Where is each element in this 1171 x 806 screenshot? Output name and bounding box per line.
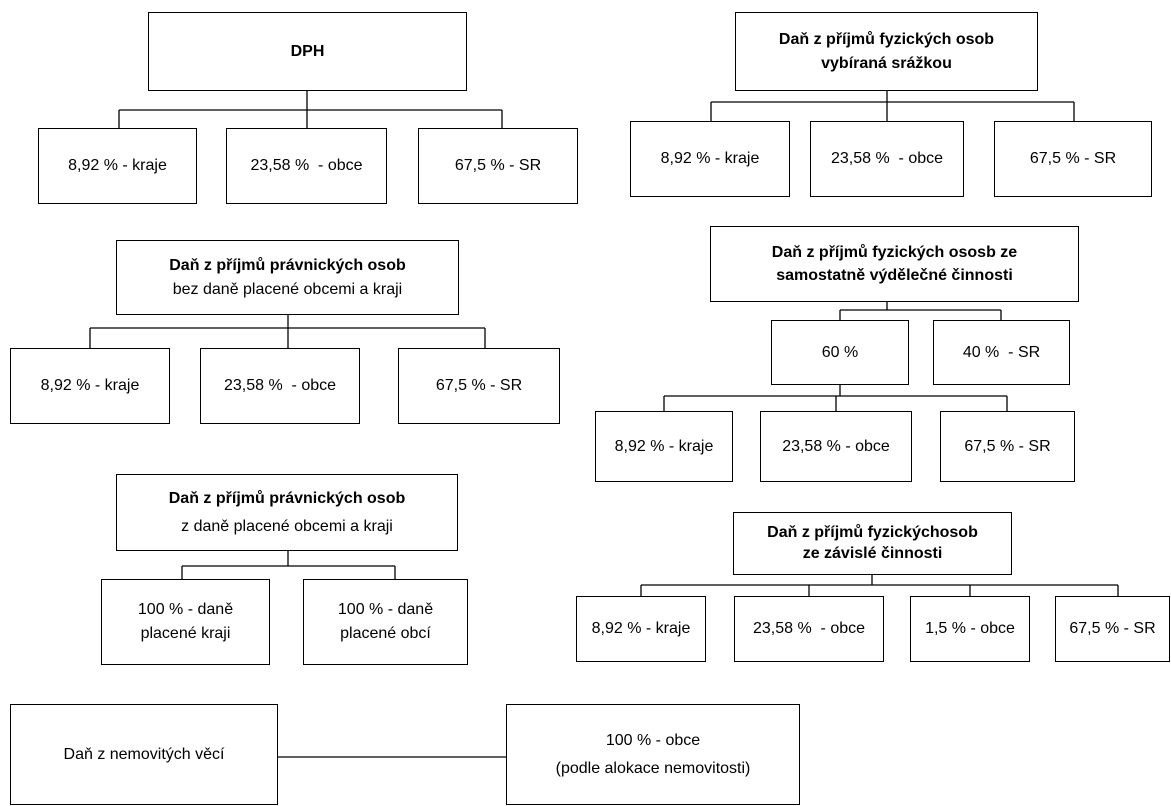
- label: Daň z příjmů právnických osob: [169, 257, 406, 275]
- node: 67,5 % - SR: [1055, 596, 1170, 662]
- node: 67,5 % - SR: [994, 121, 1152, 197]
- label: Daň z příjmů fyzických ososb ze: [771, 243, 1018, 261]
- node: 100 % - daně placené kraji: [101, 579, 270, 665]
- node: 23,58 % - obce: [734, 596, 884, 662]
- label: 100 % - daně: [337, 601, 434, 618]
- tree-title: Daň z příjmů právnických osob z daně plac…: [116, 474, 458, 551]
- node: 67,5 % - SR: [940, 411, 1075, 482]
- label: placené kraji: [140, 625, 231, 642]
- node: 8,92 % - kraje: [595, 411, 733, 482]
- label: 100 % - daně: [137, 601, 234, 618]
- label: 67,5 % - SR: [1069, 620, 1156, 638]
- label: 1,5 % - obce: [925, 620, 1015, 638]
- node: 40 % - SR: [933, 320, 1070, 385]
- label: 23,58 % - obce: [250, 157, 363, 175]
- label: 8,92 % - kraje: [40, 377, 140, 395]
- tree-title: Daň z příjmů právnických osob bez daně pl…: [116, 240, 459, 315]
- label: Daň z příjmů fyzickýchosob: [767, 523, 978, 541]
- tree-title: Daň z příjmů fyzických ososb ze samostatn…: [710, 226, 1079, 302]
- node: 23,58 % - obce: [226, 128, 387, 204]
- label: Daň z příjmů fyzických osob: [778, 31, 995, 49]
- label: vybíraná srážkou: [821, 54, 952, 72]
- label: samostatně výdělečné činnosti: [776, 267, 1013, 284]
- label: 23,58 % - obce: [223, 377, 337, 395]
- node: 8,92 % - kraje: [576, 596, 706, 662]
- node: 23,58 % - obce: [810, 121, 964, 197]
- tree-title: DPH: [148, 12, 467, 91]
- label: bez daně placené obcemi a kraji: [172, 280, 403, 298]
- node: 67,5 % - SR: [398, 348, 560, 424]
- label: 40 % - SR: [962, 343, 1041, 361]
- label: Daň z nemovitých věcí: [63, 745, 225, 763]
- label: 23,58 % - obce: [752, 620, 866, 638]
- label: placené obcí: [340, 625, 431, 642]
- node: 8,92 % - kraje: [630, 121, 790, 197]
- node: 60 %: [771, 320, 909, 385]
- label: 8,92 % - kraje: [68, 157, 167, 175]
- label: z daně placené obcemi a kraji: [181, 517, 393, 535]
- label: 67,5 % - SR: [1029, 150, 1117, 168]
- label: 67,5 % - SR: [964, 437, 1051, 455]
- connector: [89, 91, 1119, 758]
- label: 67,5 % - SR: [454, 157, 542, 175]
- tree-title: Daň z příjmů fyzických osob vybíraná sráž…: [735, 12, 1038, 91]
- node: 100 % - daně placené obcí: [303, 579, 468, 665]
- node: 23,58 % - obce: [760, 411, 912, 482]
- label: 8,92 % - kraje: [660, 150, 760, 168]
- node: 100 % - obce (podle alokace nemovitosti): [506, 704, 800, 805]
- label: ze závislé činnosti: [802, 544, 943, 562]
- tree-title: Daň z nemovitých věcí: [10, 704, 278, 805]
- tree-title: Daň z příjmů fyzickýchosob ze závislé čin…: [733, 512, 1012, 575]
- label: 67,5 % - SR: [435, 377, 523, 395]
- node: 8,92 % - kraje: [38, 128, 197, 204]
- node: 1,5 % - obce: [910, 596, 1030, 662]
- node: 23,58 % - obce: [200, 348, 360, 424]
- label: Daň z příjmů právnických osob: [168, 490, 406, 508]
- label: 60 %: [821, 343, 859, 361]
- label: (podle alokace nemovitosti): [555, 759, 751, 777]
- label: 23,58 % - obce: [830, 150, 944, 168]
- label: 23,58 % - obce: [782, 437, 890, 455]
- label: DPH: [290, 42, 325, 60]
- label: 100 % - obce: [605, 732, 701, 750]
- label: 8,92 % - kraje: [591, 620, 691, 638]
- node: 67,5 % - SR: [418, 128, 578, 204]
- node: 8,92 % - kraje: [10, 348, 170, 424]
- label: 8,92 % - kraje: [614, 437, 714, 455]
